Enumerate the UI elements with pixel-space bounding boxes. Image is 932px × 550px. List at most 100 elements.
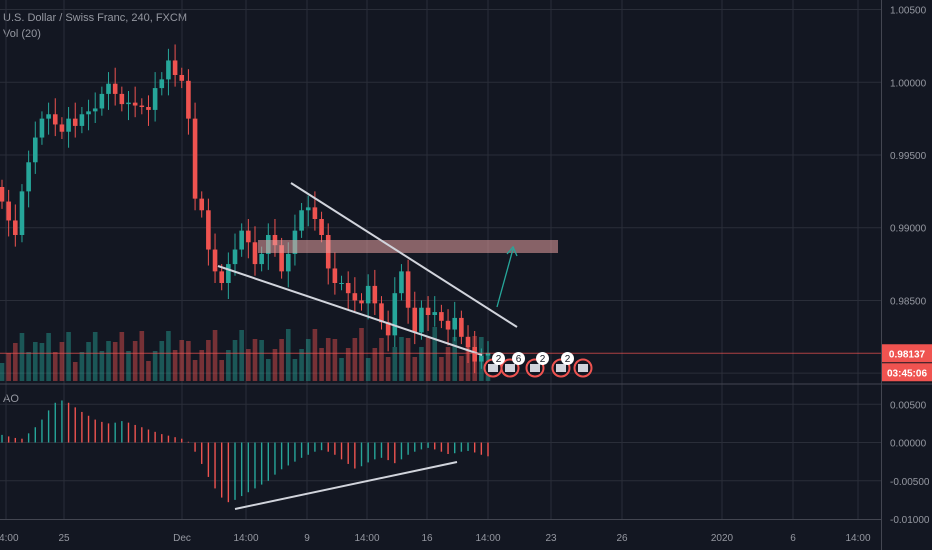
candle-body bbox=[186, 80, 191, 119]
upper-trendline bbox=[290, 182, 518, 328]
candle-body bbox=[392, 293, 398, 336]
candle-body bbox=[106, 83, 111, 94]
last-price-label: 0.98137 bbox=[889, 349, 926, 360]
volume-bar bbox=[192, 360, 198, 381]
candle-body bbox=[159, 79, 165, 89]
candle-body bbox=[0, 187, 5, 202]
event-count-badge bbox=[561, 352, 574, 365]
volume-bar bbox=[179, 340, 185, 381]
volume-bar bbox=[239, 330, 244, 381]
ao-tick-label: -0.00500 bbox=[890, 477, 930, 488]
candle-body bbox=[79, 114, 85, 126]
time-tick-label: 25 bbox=[58, 533, 70, 544]
candle-body bbox=[166, 60, 171, 80]
price-tick-label: 1.00500 bbox=[890, 6, 927, 17]
candle-body bbox=[66, 118, 71, 132]
volume-bar bbox=[66, 332, 71, 381]
volume-bar bbox=[425, 337, 431, 381]
volume-bar bbox=[92, 332, 98, 381]
volume-bar bbox=[106, 341, 111, 381]
volume-bar bbox=[199, 350, 205, 381]
candle-body bbox=[72, 118, 78, 126]
time-tick-label: 23 bbox=[545, 533, 557, 544]
volume-bar bbox=[152, 351, 158, 381]
price-tick-label: 1.00000 bbox=[890, 78, 927, 89]
time-tick-label: 2020 bbox=[711, 533, 734, 544]
volume-bar bbox=[86, 342, 91, 381]
candle-body bbox=[59, 124, 65, 132]
volume-bar bbox=[112, 342, 118, 381]
volume-label[interactable]: Vol (20) bbox=[3, 28, 41, 40]
candle-body bbox=[339, 283, 344, 284]
candle-body bbox=[219, 271, 224, 283]
candle-body bbox=[19, 191, 25, 235]
volume-bar bbox=[212, 330, 218, 381]
candle-body bbox=[485, 352, 491, 356]
candle-body bbox=[432, 312, 438, 315]
volume-bar bbox=[312, 329, 318, 381]
candle-body bbox=[119, 93, 125, 105]
volume-bar bbox=[325, 338, 331, 381]
candle-body bbox=[359, 300, 364, 304]
event-count-badge bbox=[512, 352, 525, 365]
candle-body bbox=[345, 283, 351, 294]
candle-body bbox=[112, 83, 118, 94]
candle-body bbox=[52, 114, 58, 125]
ao-label[interactable]: AO bbox=[3, 393, 19, 405]
volume-bar bbox=[126, 351, 131, 381]
time-tick-label: 16 bbox=[421, 533, 433, 544]
event-count-label: 2 bbox=[496, 354, 502, 365]
ao-tick-label: 0.00500 bbox=[890, 400, 927, 411]
volume-bar bbox=[32, 342, 38, 381]
candle-body bbox=[99, 93, 105, 109]
event-count-label: 6 bbox=[516, 354, 522, 365]
candle-body bbox=[312, 207, 318, 219]
volume-bar bbox=[246, 349, 251, 381]
symbol-title[interactable]: U.S. Dollar / Swiss Franc, 240, FXCM bbox=[3, 12, 187, 24]
volume-bar bbox=[305, 339, 311, 381]
volume-bar bbox=[39, 343, 45, 381]
volume-bar bbox=[232, 340, 238, 381]
volume-bar bbox=[372, 348, 378, 381]
volume-bar bbox=[146, 361, 151, 381]
volume-bar bbox=[439, 357, 444, 381]
event-count-badge bbox=[492, 352, 505, 365]
volume-bar bbox=[339, 358, 344, 381]
volume-bar bbox=[13, 343, 18, 381]
lower-trendline bbox=[217, 265, 483, 356]
ao-divergence-line bbox=[234, 461, 458, 510]
ao-tick-label: 0.00000 bbox=[890, 439, 927, 450]
drawings[interactable] bbox=[0, 182, 881, 510]
economic-events[interactable]: 2 6 2 2 bbox=[483, 352, 593, 378]
candle-body bbox=[445, 320, 451, 330]
volume-bar bbox=[59, 342, 65, 381]
last-price-badge[interactable] bbox=[882, 344, 932, 363]
volume-bar bbox=[72, 362, 78, 381]
candle-body bbox=[472, 347, 477, 362]
time-tick-label: Dec bbox=[173, 533, 191, 544]
candle-body bbox=[139, 105, 145, 107]
candlesticks bbox=[0, 44, 491, 374]
flag-icon bbox=[556, 364, 566, 372]
volume-bar bbox=[26, 352, 31, 381]
volume-bar bbox=[6, 353, 11, 381]
volume-bar bbox=[399, 337, 404, 381]
volume-bar bbox=[459, 356, 464, 381]
candle-body bbox=[405, 271, 411, 308]
volume-bar bbox=[119, 332, 125, 381]
time-tick-label: 14:00 bbox=[233, 533, 258, 544]
volume-bar bbox=[272, 349, 278, 381]
candle-body bbox=[285, 253, 291, 272]
volume-bars bbox=[0, 327, 491, 381]
flag-icon bbox=[530, 364, 540, 372]
volume-bar bbox=[412, 357, 418, 381]
candle-body bbox=[146, 107, 151, 110]
volume-bar bbox=[465, 346, 471, 381]
volume-bar bbox=[166, 331, 171, 381]
volume-bar bbox=[385, 357, 391, 381]
volume-bar bbox=[359, 328, 364, 381]
event-count-badge bbox=[536, 352, 549, 365]
volume-bar bbox=[52, 352, 58, 381]
